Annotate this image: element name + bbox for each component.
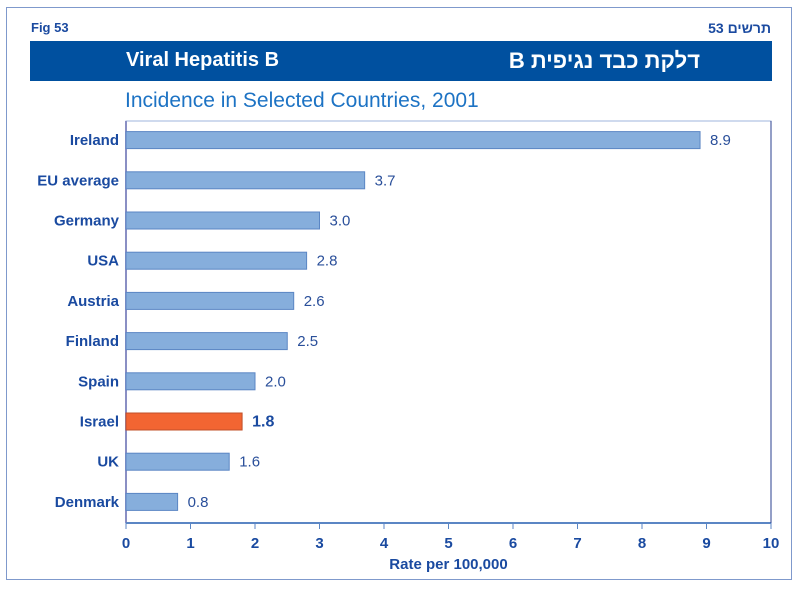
- bar: [125, 492, 179, 511]
- chart-title: Incidence in Selected Countries, 2001: [125, 89, 479, 112]
- bar: [125, 452, 230, 471]
- x-tick-label: 1: [186, 535, 194, 552]
- value-label: 8.9: [710, 132, 731, 149]
- figure-number-he: תרשים 53: [708, 20, 771, 36]
- value-label: 3.7: [375, 172, 396, 189]
- category-label: Finland: [66, 333, 119, 350]
- category-label: Denmark: [55, 494, 120, 511]
- bar: [125, 291, 295, 310]
- x-tick-label: 4: [380, 535, 389, 552]
- value-label: 2.8: [317, 253, 338, 270]
- value-label: 1.8: [252, 414, 274, 431]
- bar: [125, 332, 288, 351]
- x-tick-label: 6: [509, 535, 517, 552]
- x-tick-label: 3: [315, 535, 323, 552]
- category-label: USA: [87, 253, 119, 270]
- value-label: 3.0: [330, 213, 351, 230]
- category-label: Spain: [78, 373, 119, 390]
- category-label: Ireland: [70, 132, 119, 149]
- x-tick-label: 8: [638, 535, 646, 552]
- category-label: Israel: [80, 414, 119, 431]
- bar: [125, 171, 366, 190]
- figure-number-en: Fig 53: [31, 20, 69, 35]
- title-he: דלקת כבד נגיפית B: [508, 48, 700, 73]
- x-tick-label: 10: [763, 535, 780, 552]
- bar: [125, 131, 701, 150]
- category-label: Austria: [67, 293, 119, 310]
- bar: [125, 372, 256, 391]
- figure-frame: [6, 7, 792, 580]
- value-label: 2.0: [265, 373, 286, 390]
- category-label: EU average: [37, 172, 119, 189]
- bar: [125, 211, 320, 230]
- x-tick-label: 2: [251, 535, 259, 552]
- x-tick-label: 9: [702, 535, 710, 552]
- value-label: 2.5: [297, 333, 318, 350]
- category-label: UK: [97, 454, 119, 471]
- value-label: 0.8: [188, 494, 209, 511]
- x-tick-label: 0: [122, 535, 130, 552]
- title-banner: Viral Hepatitis B דלקת כבד נגיפית B: [30, 41, 772, 81]
- x-axis-title: Rate per 100,000: [389, 556, 507, 573]
- category-label: Germany: [54, 213, 120, 230]
- value-label: 2.6: [304, 293, 325, 310]
- title-en: Viral Hepatitis B: [126, 49, 280, 71]
- value-label: 1.6: [239, 454, 260, 471]
- x-tick-label: 7: [573, 535, 581, 552]
- x-tick-label: 5: [444, 535, 452, 552]
- bar-highlight: [125, 412, 243, 431]
- bar: [125, 251, 308, 270]
